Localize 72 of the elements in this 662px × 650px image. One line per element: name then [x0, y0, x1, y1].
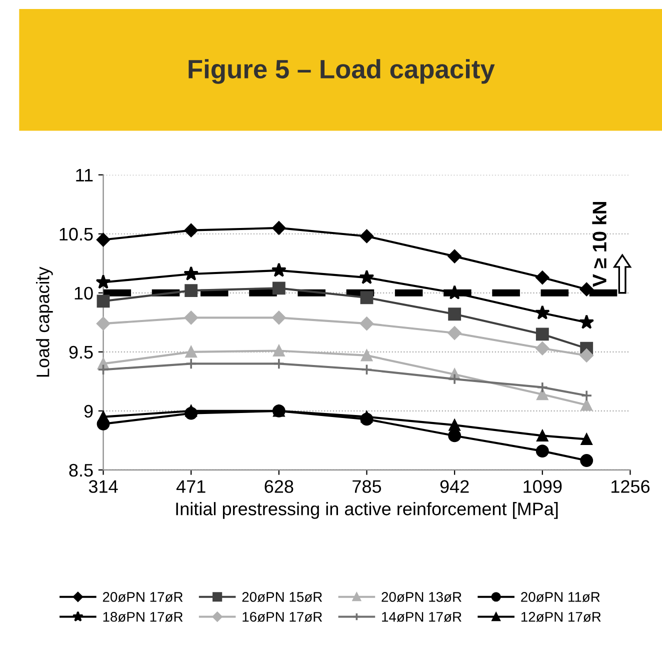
ref-line-label: V ≥ 10 kN: [592, 202, 606, 287]
point: [184, 266, 199, 281]
y-tick-label: 8.5: [69, 464, 93, 477]
point: [273, 358, 285, 370]
point: [536, 444, 549, 458]
point: [534, 305, 550, 320]
point: [185, 358, 197, 370]
point: [96, 294, 110, 308]
point: [536, 430, 548, 442]
chart-title: Figure 5 – Load capacity: [188, 59, 495, 84]
point: [185, 405, 197, 417]
point: [272, 282, 286, 295]
point: [185, 346, 197, 358]
legend-label: 12øPN 17øR: [521, 612, 601, 622]
point: [96, 316, 110, 330]
point: [360, 350, 373, 362]
point: [272, 310, 286, 324]
legend-label: 18øPN 17øR: [103, 612, 183, 622]
point: [184, 284, 198, 297]
x-axis-title: Initial prestressing in active reinforcement [MPa]: [176, 502, 558, 519]
point: [448, 250, 462, 264]
point: [536, 342, 550, 356]
point: [360, 316, 374, 330]
point: [359, 270, 374, 284]
x-tick-label: 942: [440, 480, 469, 493]
y-tick-label: 11: [76, 168, 93, 182]
point: [360, 364, 373, 376]
point: [536, 328, 549, 341]
legend-label: 16øPN 17øR: [242, 612, 322, 622]
point: [271, 262, 286, 277]
legend-label: 20øPN 13øR: [382, 592, 462, 602]
point: [96, 274, 111, 289]
point: [536, 382, 548, 394]
point: [184, 310, 198, 324]
point: [184, 224, 198, 238]
point: [448, 419, 460, 431]
x-tick-label: 628: [264, 480, 294, 493]
x-tick-label: 1256: [612, 480, 650, 493]
point: [536, 388, 548, 400]
x-tick-label: 314: [88, 480, 118, 493]
point: [360, 411, 373, 423]
point: [580, 348, 594, 362]
point: [580, 390, 592, 402]
point: [536, 270, 550, 284]
point: [98, 364, 110, 376]
point: [580, 433, 592, 446]
point: [448, 326, 462, 340]
point: [580, 454, 594, 467]
point: [448, 308, 462, 321]
point: [273, 344, 285, 356]
point: [579, 314, 594, 329]
legend-label: 20øPN 15øR: [242, 592, 322, 602]
point: [98, 411, 110, 423]
legend-label: 20øPN 17øR: [102, 592, 183, 602]
legend-label: 20øPN 11øR: [521, 592, 600, 602]
y-tick-label: 10.5: [60, 228, 93, 241]
x-tick-label: 471: [176, 480, 206, 493]
y-axis-title: Load capacity: [36, 266, 53, 377]
y-tick-label: 9: [84, 404, 93, 418]
point: [580, 399, 592, 411]
point: [448, 373, 460, 385]
point: [272, 221, 286, 235]
point: [96, 232, 110, 247]
point: [360, 229, 374, 244]
point: [360, 291, 374, 304]
x-tick-label: 785: [352, 480, 382, 493]
y-tick-label: 9.5: [69, 346, 93, 359]
legend-label: 14øPN 17øR: [382, 612, 462, 622]
point: [448, 429, 462, 442]
y-tick-label: 10: [74, 286, 93, 300]
x-tick-label: 1099: [524, 480, 562, 493]
point: [580, 282, 594, 296]
